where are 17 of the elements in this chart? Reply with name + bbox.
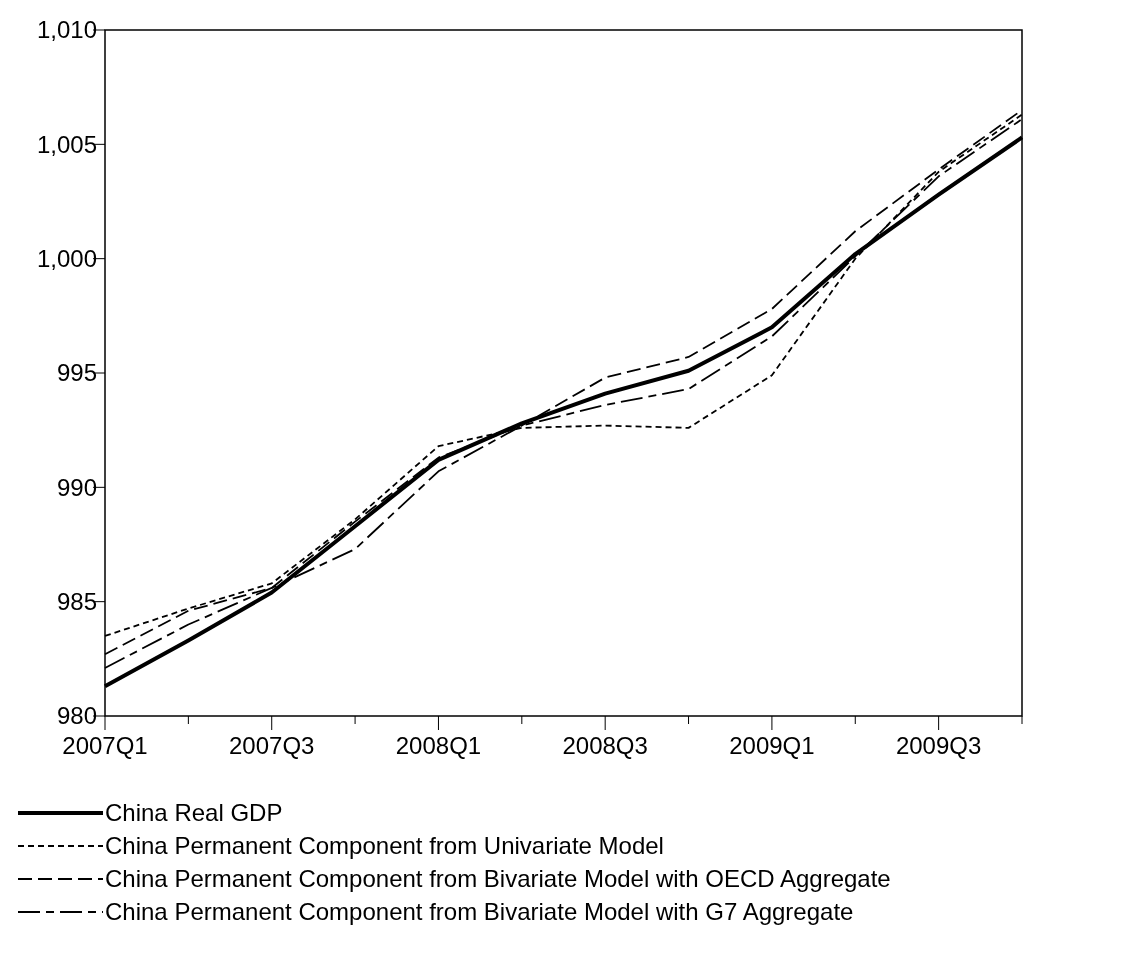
x-tick-label: 2007Q1 — [62, 732, 148, 759]
x-tick-label: 2009Q1 — [729, 732, 815, 759]
legend-label: China Permanent Component from Univariate Model — [105, 832, 664, 860]
y-tick-label: 1,005 — [36, 130, 97, 158]
y-tick-label: 980 — [56, 702, 97, 730]
x-tick-label: 2008Q3 — [562, 732, 648, 759]
x-tick-label: 2008Q1 — [395, 732, 482, 759]
y-tick-label: 990 — [56, 473, 97, 501]
y-tick-label: 995 — [56, 359, 97, 387]
y-tick-label: 1,000 — [36, 245, 97, 273]
y-tick-label: 1,010 — [36, 16, 97, 44]
y-tick-label: 985 — [56, 588, 97, 616]
legend-label: China Permanent Component from Bivariate Model with OECD Aggregate — [105, 865, 891, 893]
x-tick-label: 2009Q3 — [895, 732, 982, 759]
x-tick-label: 2007Q3 — [229, 732, 315, 759]
legend-label: China Permanent Component from Bivariate Model with G7 Aggregate — [105, 898, 854, 926]
legend-label: China Real GDP — [105, 799, 283, 827]
